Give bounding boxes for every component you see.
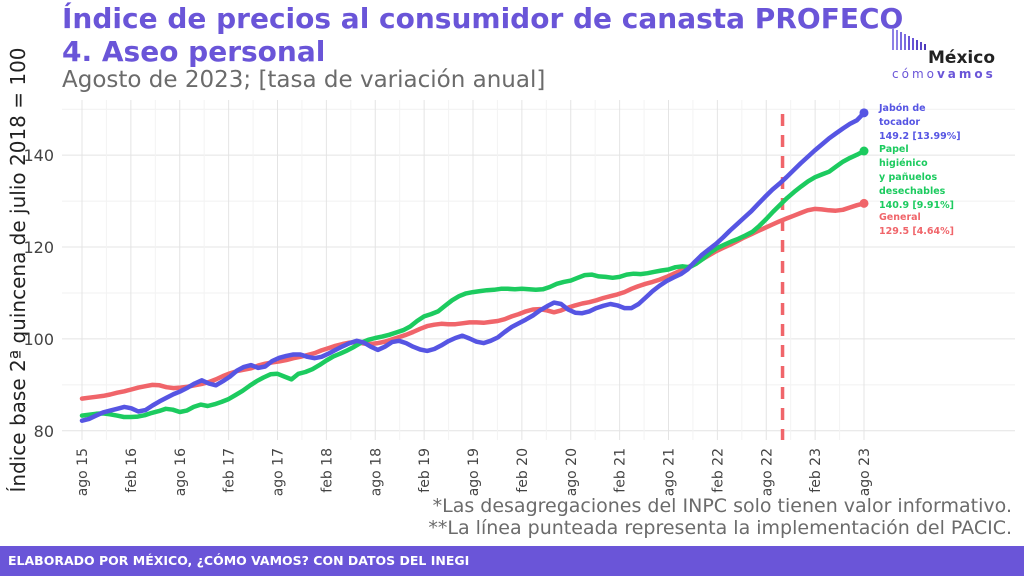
x-tick-label: feb 21 xyxy=(613,448,629,493)
series-end-label: General 129.5 [4.64%] xyxy=(879,212,954,237)
logo-tagline: cómovamos xyxy=(892,67,996,81)
series-end-label-line: General xyxy=(879,212,921,223)
logo-tagline-bold: vamos xyxy=(936,67,996,81)
title-line-1: Índice de precios al consumidor de canas… xyxy=(62,2,904,35)
series-end-point xyxy=(859,146,869,156)
logo-name: México xyxy=(928,48,995,68)
x-tick-label: feb 17 xyxy=(222,448,238,493)
series-end-label-line: 140.9 [9.91%] xyxy=(879,200,954,211)
y-tick-label: 80 xyxy=(34,422,54,441)
line-chart: 80 100 120 140 ago 15 feb 16 ago 16 feb 17 ago 1… xyxy=(23,100,1015,496)
y-tick-label: 120 xyxy=(23,238,54,257)
x-tick-label: feb 23 xyxy=(808,448,824,493)
x-tick-label: feb 16 xyxy=(124,448,140,493)
footnote-1: *Las desagregaciones del INPC solo tiene… xyxy=(432,495,1012,517)
x-tick-label: ago 20 xyxy=(564,448,580,496)
series-end-label-line: tocador xyxy=(879,117,920,128)
series-end-label: Jabón de tocador 149.2 [13.99%] xyxy=(878,103,961,142)
mexico-como-vamos-logo: México cómovamos xyxy=(888,22,1008,82)
series-end-label-line: y pañuelos xyxy=(879,172,937,183)
series-end-point xyxy=(859,108,869,118)
x-tick-label: ago 22 xyxy=(759,448,775,496)
x-tick-label: ago 17 xyxy=(271,448,287,496)
series-end-point xyxy=(859,198,869,208)
series-end-label-line: higiénico xyxy=(879,158,928,169)
x-tick-label: ago 21 xyxy=(662,448,678,496)
plot-area xyxy=(62,100,1015,440)
series-end-label-line: desechables xyxy=(879,186,946,197)
x-tick-label: feb 19 xyxy=(417,448,433,493)
series-end-label-line: 129.5 [4.64%] xyxy=(879,226,954,237)
y-tick-label: 140 xyxy=(23,146,54,165)
page-title: Índice de precios al consumidor de canas… xyxy=(62,2,903,68)
footnote-2: **La línea punteada representa la implem… xyxy=(428,517,1012,539)
page-subtitle: Agosto de 2023; [tasa de variación anual… xyxy=(62,67,546,93)
series-end-label-line: Jabón de xyxy=(878,103,926,114)
x-tick-label: feb 20 xyxy=(515,448,531,493)
logo-tagline-light: cómo xyxy=(892,67,937,81)
series-end-label-line: Papel xyxy=(879,144,909,155)
series-end-label-line: 149.2 [13.99%] xyxy=(879,131,961,142)
title-line-2: 4. Aseo personal xyxy=(62,35,326,68)
series-end-label: Papel higiénico y pañuelos desechables 140.9… xyxy=(879,144,954,211)
footer-bar: ELABORADO POR MÉXICO, ¿CÓMO VAMOS? CON D… xyxy=(0,546,1024,576)
x-tick-label: ago 15 xyxy=(75,448,91,496)
bars-logo-icon xyxy=(892,28,926,50)
x-tick-label: feb 18 xyxy=(319,448,335,493)
x-tick-label: feb 22 xyxy=(710,448,726,493)
x-tick-label: ago 16 xyxy=(173,448,189,496)
y-tick-label: 100 xyxy=(23,330,54,349)
x-tick-label: ago 23 xyxy=(857,448,873,496)
series-line xyxy=(79,110,867,423)
series-line xyxy=(79,148,867,420)
x-tick-label: ago 18 xyxy=(368,448,384,496)
footer-text: ELABORADO POR MÉXICO, ¿CÓMO VAMOS? CON D… xyxy=(8,553,470,568)
x-tick-label: ago 19 xyxy=(466,448,482,496)
